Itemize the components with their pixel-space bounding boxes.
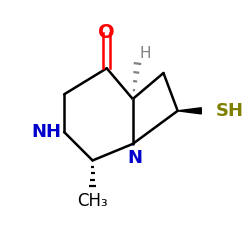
- Text: N: N: [128, 149, 142, 167]
- Text: H: H: [140, 46, 151, 61]
- Text: SH: SH: [216, 102, 244, 120]
- Polygon shape: [178, 108, 201, 114]
- Text: O: O: [98, 23, 115, 42]
- Text: NH: NH: [32, 123, 62, 141]
- Text: CH₃: CH₃: [77, 192, 108, 210]
